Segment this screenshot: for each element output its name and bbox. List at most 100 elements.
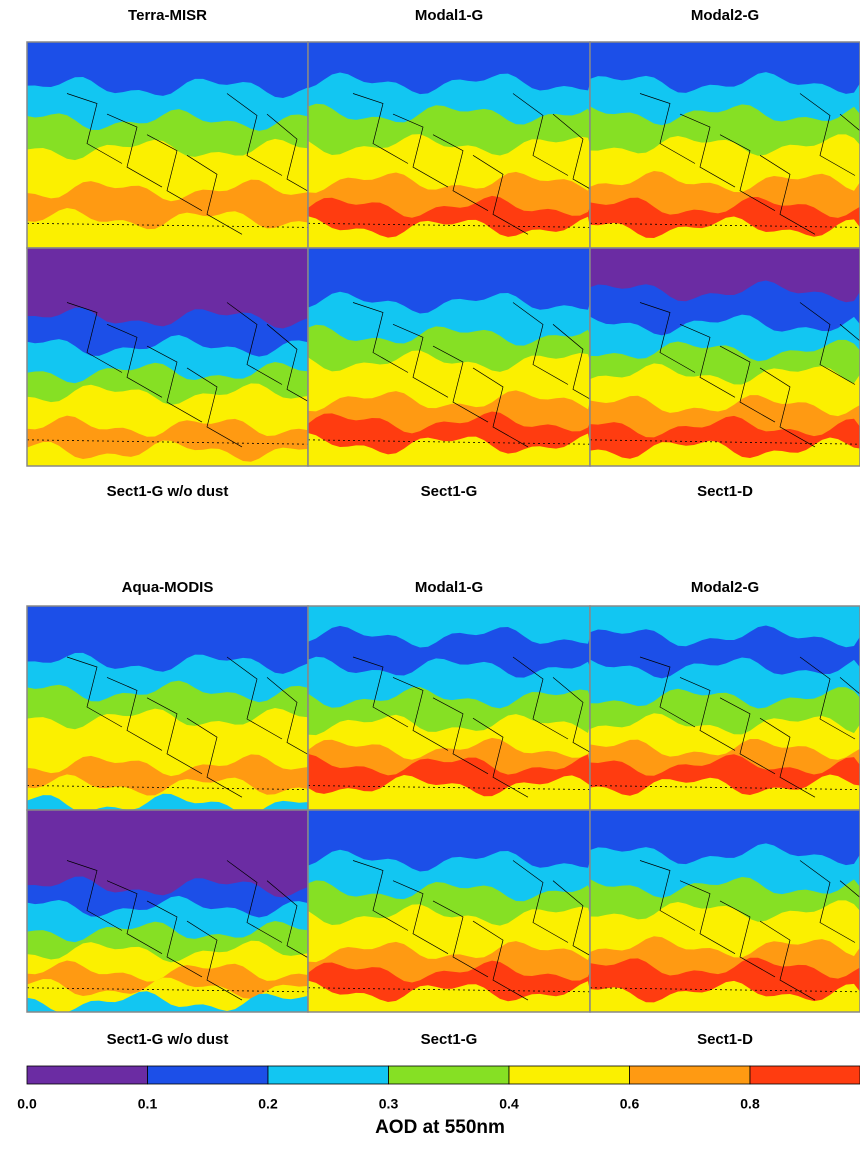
border [679,113,736,188]
colorbar-tick-label: 0.1 [138,1096,158,1112]
border [512,656,569,740]
border [226,302,283,385]
colorbar-label: AOD at 550nm [375,1117,505,1138]
border [432,900,489,978]
border [106,677,163,751]
border [392,113,449,188]
colorbar-segment [629,1065,751,1085]
equator [308,439,590,445]
map-fill [27,42,308,248]
map-panel [307,41,591,249]
border [472,717,529,798]
map-panel [26,605,309,811]
map-fill [590,810,860,1012]
border [679,323,736,398]
border [719,900,776,978]
map-fill [27,810,308,1012]
border [226,656,283,740]
panel-title: Terra-MISR [128,7,207,24]
panel-frame [589,809,860,1013]
border [186,367,243,448]
border [512,302,569,385]
panel-title: Modal2-G [691,579,759,596]
border [512,93,569,176]
map-fill [308,606,590,810]
border [759,155,816,235]
map-fill [308,810,590,1012]
border [106,880,163,955]
colorbar-segment [147,1065,269,1085]
border [472,155,529,235]
border [352,656,409,728]
border [759,367,816,448]
aod-region [590,216,860,248]
aod-region [590,437,860,466]
aod-region [27,793,308,810]
colorbar-segment [26,1065,148,1085]
map-panel [307,809,591,1013]
map-panel [589,809,860,1013]
border [679,677,736,751]
border [146,345,203,423]
map-panel [26,247,309,467]
panel-title: Aqua-MODIS [122,579,214,596]
map-panel [26,809,309,1013]
border [392,677,449,751]
border [799,860,856,943]
aod-region [27,774,308,810]
border [266,677,308,755]
border [352,302,409,373]
border [719,345,776,423]
border [472,920,529,1001]
panel-title: Modal1-G [415,7,483,24]
map-panel [26,41,309,249]
border [226,93,283,176]
border [552,324,590,400]
equator [308,785,590,790]
colorbar-tick-label: 0.8 [740,1096,760,1112]
panel-frame [589,247,860,467]
panel-title: Modal2-G [691,7,759,24]
equator [590,222,860,228]
border [839,677,860,743]
border [552,880,590,956]
border [66,656,123,728]
border [639,93,696,164]
panel-label: Sect1-G w/o dust [107,1031,229,1048]
border [839,113,860,180]
border [226,860,283,943]
aod-region [308,216,590,248]
border [352,93,409,164]
aod-region [308,775,590,810]
equator [590,987,860,993]
border [512,860,569,943]
border [66,302,123,373]
equator [27,785,308,790]
map-panel [307,247,591,467]
equator [308,222,590,228]
border [106,113,163,188]
border [799,656,856,740]
equator [308,987,590,993]
aod-region [590,774,860,810]
panel-title: Modal1-G [415,579,483,596]
border [66,93,123,164]
map-fill [590,606,860,810]
colorbar-tick-label: 0.3 [379,1096,399,1112]
border [146,697,203,775]
colorbar-segment [749,1065,860,1085]
map-fill [27,606,308,810]
map-panel [589,247,860,467]
border [352,860,409,931]
equator [590,785,860,790]
colorbar-tick-label: 0.2 [258,1096,278,1112]
border [759,920,816,1001]
border [186,155,243,235]
equator [27,222,308,228]
colorbar-tick-label: 0.0 [17,1096,37,1112]
colorbar-segment [388,1065,510,1085]
colorbar-segment [508,1065,630,1085]
map-panel [589,605,860,811]
border [432,345,489,423]
